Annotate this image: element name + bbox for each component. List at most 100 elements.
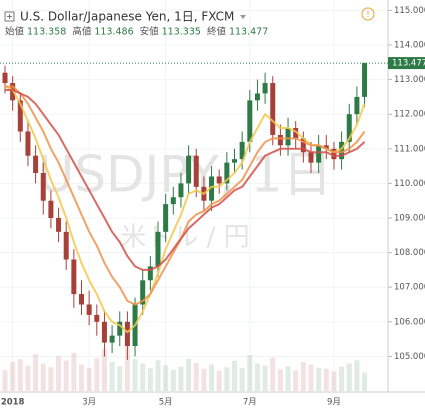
volume-bar: [79, 364, 84, 391]
candle-body: [285, 128, 291, 146]
y-tick-label: 108.000: [394, 248, 425, 258]
candle-body: [232, 159, 237, 163]
candle-body: [308, 152, 314, 163]
volume-bar: [262, 365, 268, 391]
sub-watermark: 米ドル / 円: [120, 223, 249, 253]
volume-bar: [323, 368, 329, 391]
volume-bar: [193, 362, 199, 391]
expand-icon[interactable]: [4, 11, 15, 22]
volume-bar: [63, 360, 69, 391]
candle-body: [339, 141, 345, 160]
candle-body: [224, 162, 230, 184]
volume-bar: [17, 359, 23, 391]
ohlc-label: 安値: [140, 26, 160, 38]
volume-bar: [155, 360, 161, 391]
y-tick-label: 115.000: [394, 6, 425, 16]
x-tick-label: 7月: [243, 398, 257, 408]
candle-body: [56, 217, 62, 232]
volume-bar: [170, 369, 176, 391]
volume-bar: [33, 353, 39, 391]
candle-body: [33, 155, 39, 174]
candle-body: [170, 197, 176, 205]
ohlc-label: 高値: [72, 26, 92, 38]
candle-body: [354, 96, 360, 115]
volume-bar: [201, 368, 207, 391]
volume-bar: [25, 365, 31, 391]
volume-bar: [216, 370, 222, 391]
volume-bar: [346, 363, 352, 391]
volume-bar: [186, 358, 192, 391]
candle-body: [209, 176, 215, 201]
volume-bar: [147, 368, 153, 391]
candle-body: [86, 304, 92, 315]
volume-bar: [339, 366, 345, 391]
candle-body: [331, 148, 337, 160]
y-tick-label: 105.000: [394, 352, 425, 362]
x-tick-label: 9月: [327, 398, 341, 408]
volume-bar: [293, 370, 299, 391]
volume-bar: [40, 363, 46, 391]
volume-bar: [140, 363, 146, 391]
symbol-title[interactable]: U.S. Dollar/Japanese Yen, 1日, FXCM: [20, 10, 234, 24]
volume-bar: [117, 366, 123, 391]
candle-body: [155, 231, 161, 267]
y-tick-label: 106.000: [394, 317, 425, 327]
y-tick-label: 109.000: [394, 213, 425, 223]
candle-body: [48, 200, 54, 218]
volume-bar: [277, 369, 283, 391]
y-tick-label: 110.000: [394, 179, 425, 189]
candle-body: [79, 294, 84, 305]
candle-body: [254, 93, 260, 101]
alert-icon-mark: !: [366, 10, 369, 19]
candle-body: [316, 145, 322, 163]
y-tick-label: 114.000: [394, 40, 425, 50]
y-tick-label: 112.000: [394, 110, 425, 120]
volume-bar: [109, 361, 115, 391]
dropdown-arrow[interactable]: [240, 15, 246, 19]
candle-body: [239, 141, 245, 160]
candle-body: [25, 131, 31, 156]
candle-body: [147, 266, 153, 281]
volume-bar: [163, 365, 169, 391]
x-tick-label: 2018: [1, 398, 25, 408]
volume-bar: [10, 361, 16, 391]
volume-bar: [285, 366, 291, 391]
alert-icon[interactable]: [361, 7, 375, 21]
candle-body: [216, 176, 222, 184]
volume-bar: [71, 352, 77, 391]
candle-body: [40, 173, 46, 201]
volume-bar: [354, 360, 360, 391]
candle-body: [247, 100, 253, 142]
volume-bar: [232, 360, 237, 391]
ohlc-value: 113.358: [27, 27, 66, 38]
candle-body: [2, 72, 8, 84]
candle-body: [362, 63, 368, 97]
volume-bar: [239, 367, 245, 391]
candle-body: [186, 155, 192, 184]
volume-bar: [316, 367, 322, 391]
volume-bar: [331, 371, 337, 391]
volume-bar: [56, 356, 62, 391]
volume-bar: [94, 358, 100, 391]
candle-body: [63, 231, 69, 260]
candle-body: [140, 280, 146, 305]
x-tick-label: 3月: [82, 398, 96, 408]
candle-body: [178, 183, 184, 198]
y-tick-label: 111.000: [394, 144, 425, 154]
volume-bar: [224, 367, 230, 391]
last-price-label: 113.477: [392, 59, 425, 69]
volume-bar: [270, 357, 276, 391]
volume-bar: [2, 369, 8, 391]
candle-body: [277, 134, 283, 146]
candle-body: [71, 259, 77, 295]
ohlc-label: 始値: [5, 26, 25, 38]
candle-body: [117, 321, 123, 336]
ribbon-line: [5, 89, 366, 271]
ohlc-value: 113.477: [229, 27, 268, 38]
volume-bar: [178, 366, 184, 391]
candle-body: [193, 155, 199, 187]
ribbon-line: [5, 85, 366, 306]
volume-bar: [247, 355, 253, 391]
